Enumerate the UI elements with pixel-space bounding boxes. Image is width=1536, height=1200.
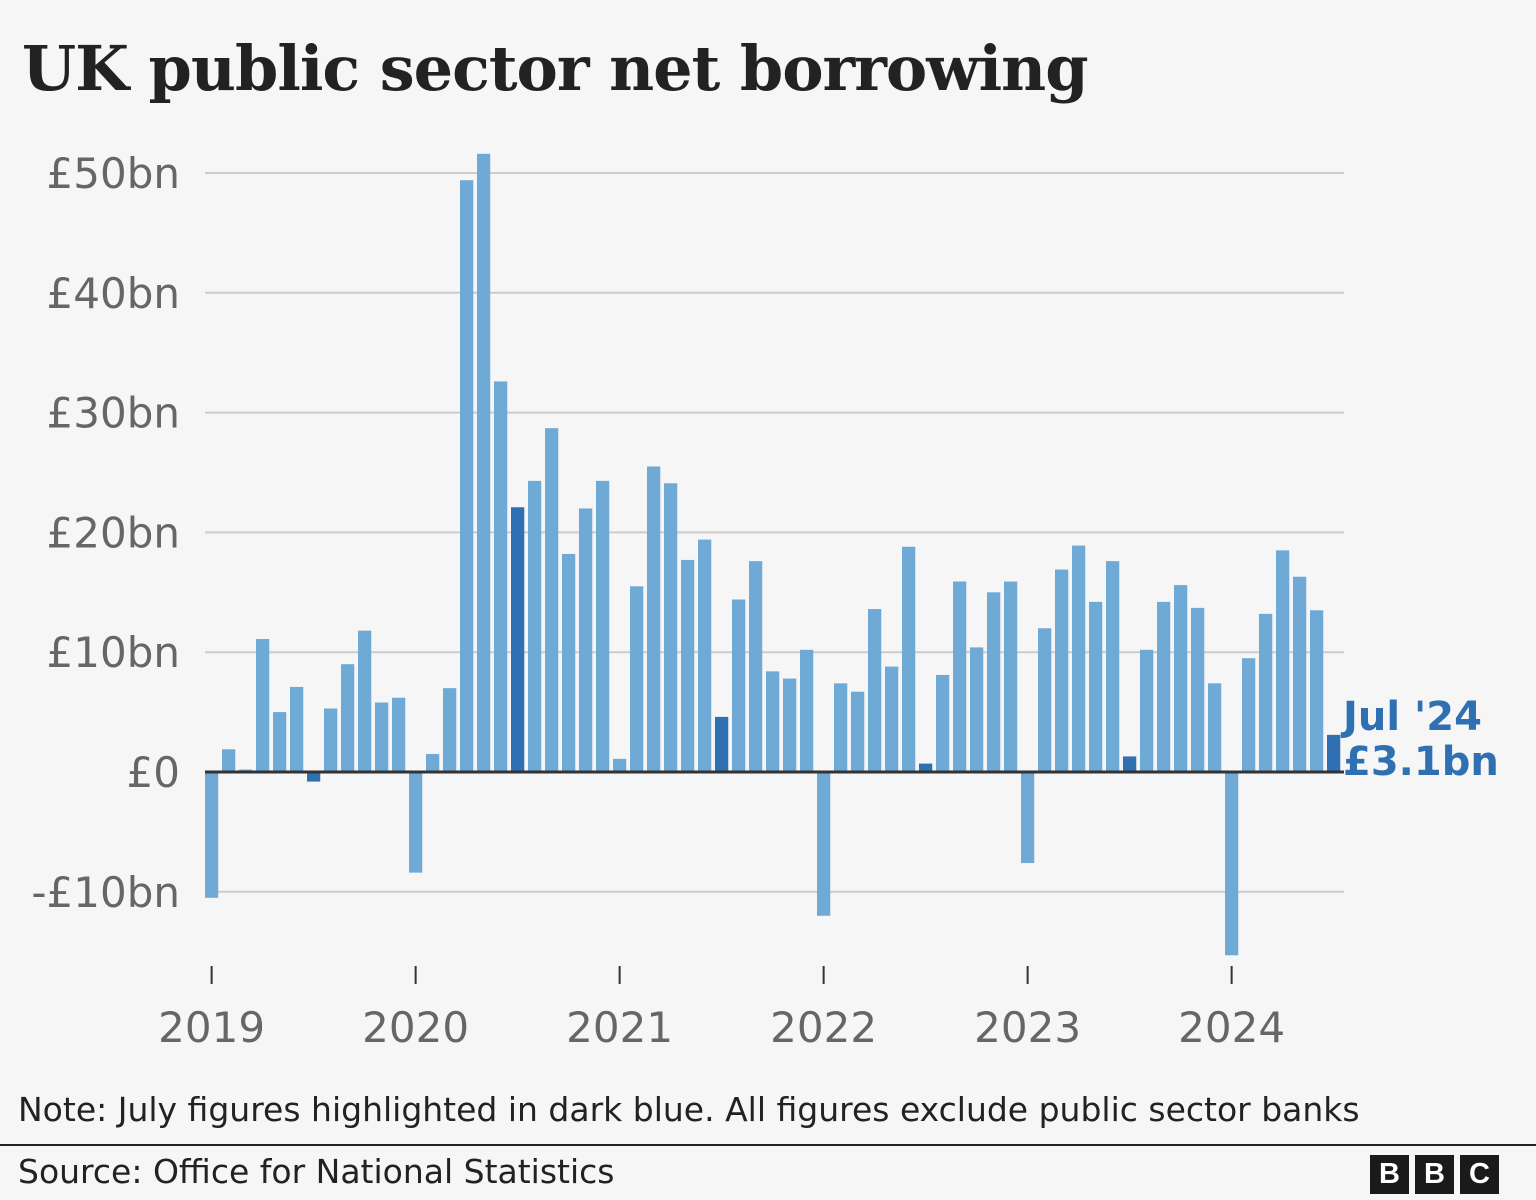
bar — [545, 428, 559, 772]
bar — [715, 716, 729, 772]
bar — [834, 683, 848, 772]
bar — [868, 609, 882, 772]
bar — [698, 539, 712, 772]
bar — [205, 772, 219, 898]
y-tick-label: £20bn — [47, 508, 180, 557]
bar — [1123, 756, 1137, 772]
x-tick-label: 2020 — [362, 1003, 469, 1052]
bar — [1089, 601, 1103, 772]
bar — [324, 708, 338, 772]
bar — [885, 666, 899, 772]
bar — [1004, 581, 1018, 772]
bar — [936, 674, 950, 772]
x-tick-label: 2023 — [974, 1003, 1081, 1052]
bar — [222, 749, 236, 772]
x-tick-label: 2022 — [770, 1003, 877, 1052]
callout-period: Jul '24 — [1340, 694, 1482, 740]
bar — [1106, 561, 1120, 772]
bar — [749, 561, 763, 772]
bar — [1327, 734, 1341, 772]
bar — [477, 153, 491, 772]
callout-value: £3.1bn — [1343, 739, 1499, 785]
bar — [664, 483, 678, 772]
bar — [358, 630, 372, 772]
logo-letter-c: C — [1460, 1155, 1499, 1194]
bar — [579, 508, 593, 772]
bar — [1293, 576, 1307, 772]
bbc-logo: B B C — [1370, 1155, 1499, 1194]
bar — [732, 599, 746, 772]
chart-title: UK public sector net borrowing — [22, 32, 1089, 105]
bar — [443, 688, 457, 772]
y-tick-label: £40bn — [47, 269, 180, 318]
bar — [307, 772, 321, 782]
bar — [341, 664, 355, 772]
bar — [919, 763, 933, 772]
bar — [647, 466, 661, 772]
chart-note: Note: July figures highlighted in dark b… — [18, 1090, 1360, 1129]
bar — [1055, 569, 1069, 772]
bar — [783, 678, 797, 772]
bar — [630, 586, 644, 772]
bar — [562, 553, 576, 772]
logo-letter-b1: B — [1370, 1155, 1409, 1194]
bar — [596, 480, 610, 772]
y-tick-label: -£10bn — [31, 868, 180, 917]
bar — [511, 507, 525, 772]
y-tick-label: £50bn — [47, 149, 180, 198]
x-tick-label: 2021 — [566, 1003, 673, 1052]
bar — [1276, 550, 1290, 772]
bar — [256, 639, 270, 772]
bar — [766, 671, 780, 772]
x-tick-label: 2024 — [1178, 1003, 1285, 1052]
bar — [902, 546, 916, 772]
bar — [800, 649, 814, 772]
bar — [1140, 649, 1154, 772]
bar — [1242, 658, 1256, 772]
bar — [494, 381, 508, 772]
bar — [1191, 607, 1205, 772]
bar — [1021, 772, 1035, 864]
bar — [1174, 585, 1188, 772]
bar — [1157, 601, 1171, 772]
bar-chart: £50bn £40bn £30bn £20bn £10bn £0 -£10bn 2019 202… — [31, 149, 1499, 1052]
bar — [375, 702, 389, 772]
logo-letter-b2: B — [1415, 1155, 1454, 1194]
bar — [528, 480, 542, 772]
bar — [1072, 545, 1086, 772]
bar — [460, 180, 474, 772]
bar — [1310, 610, 1324, 772]
bar — [953, 581, 967, 772]
bar — [970, 647, 984, 772]
bar — [613, 758, 627, 772]
bar — [409, 772, 423, 873]
footer-divider — [0, 1144, 1536, 1146]
bar — [817, 772, 831, 916]
y-tick-label: £10bn — [47, 628, 180, 677]
bar — [426, 754, 440, 772]
bar — [987, 592, 1001, 772]
y-tick-label: £0 — [127, 748, 180, 797]
bar — [1259, 613, 1273, 772]
x-tick-label: 2019 — [158, 1003, 265, 1052]
bar — [392, 697, 406, 772]
bar — [1038, 628, 1052, 772]
bar — [1208, 683, 1222, 772]
bar — [1225, 772, 1239, 956]
y-tick-label: £30bn — [47, 389, 180, 438]
bar — [851, 691, 865, 772]
bar — [681, 559, 695, 772]
source-text: Source: Office for National Statistics — [18, 1152, 615, 1191]
bar — [273, 712, 287, 772]
bar — [290, 686, 304, 772]
